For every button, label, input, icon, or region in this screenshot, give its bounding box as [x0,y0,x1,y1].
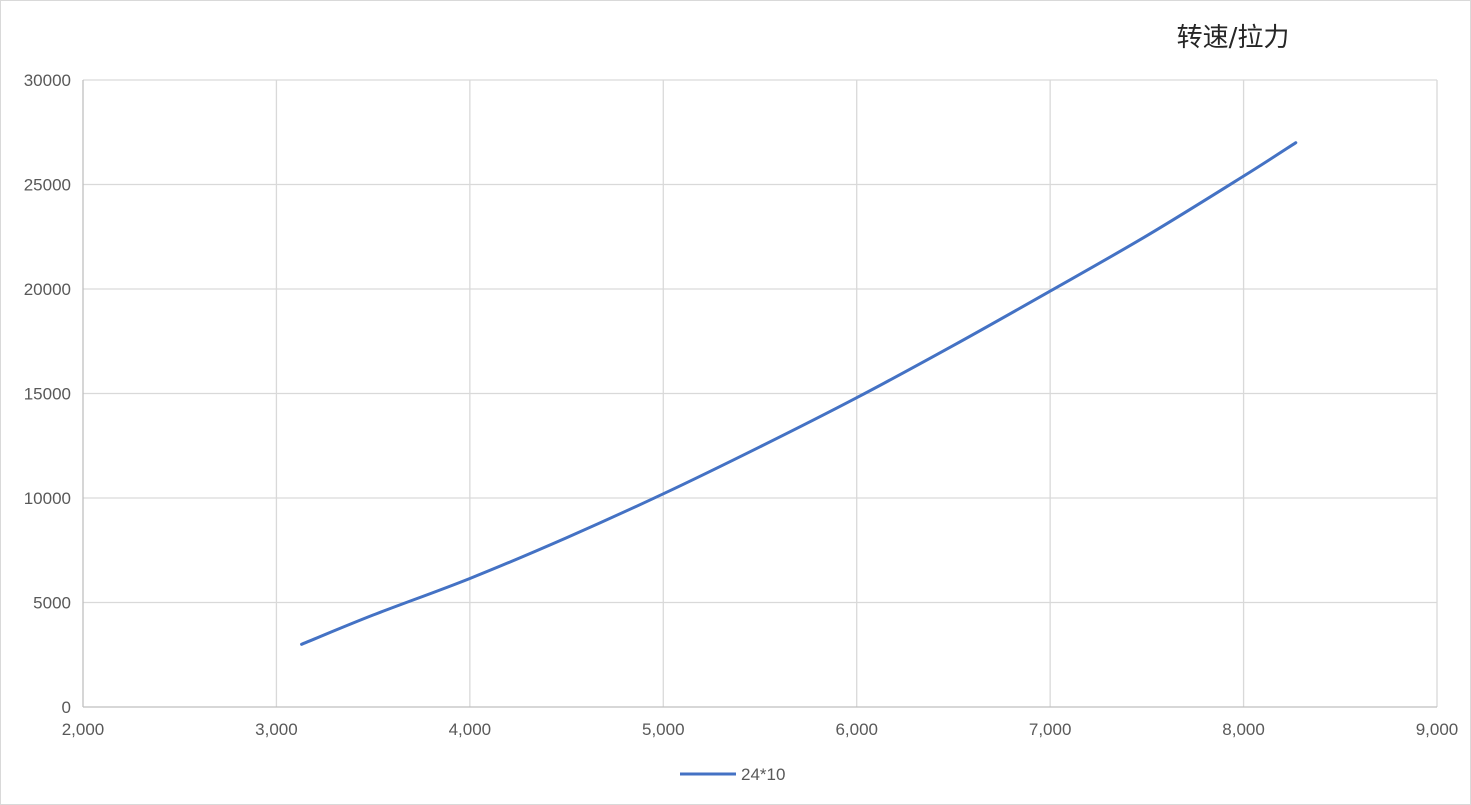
x-tick-label: 3,000 [255,720,298,739]
x-tick-label: 9,000 [1416,720,1459,739]
legend: 24*10 [680,765,785,784]
y-tick-label: 10000 [24,489,71,508]
x-tick-label: 4,000 [449,720,492,739]
y-tick-label: 25000 [24,176,71,195]
x-tick-label: 6,000 [835,720,878,739]
gridlines [83,79,1438,707]
x-tick-label: 8,000 [1222,720,1265,739]
axes [82,80,1437,708]
x-tick-label: 2,000 [62,720,105,739]
y-tick-label: 5000 [33,594,71,613]
x-tick-label: 5,000 [642,720,685,739]
series-layer [300,141,1298,646]
y-tick-label: 0 [62,698,71,717]
series-line-0 [300,141,1298,646]
tick-labels: 0 5000 10000 15000 20000 25000 30000 2,000 3,000… [24,71,1459,739]
x-tick-label: 7,000 [1029,720,1072,739]
y-tick-label: 15000 [24,385,71,404]
y-tick-label: 30000 [24,71,71,90]
legend-label: 24*10 [741,765,785,784]
chart-title: 转速/拉力 [1177,23,1290,53]
y-tick-label: 20000 [24,280,71,299]
